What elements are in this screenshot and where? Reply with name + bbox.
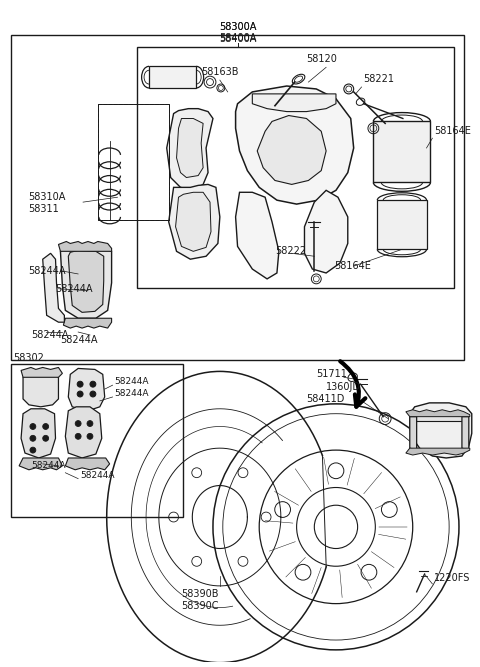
- Polygon shape: [43, 253, 64, 322]
- Circle shape: [43, 436, 48, 442]
- Circle shape: [90, 391, 96, 397]
- Text: 58390C: 58390C: [181, 600, 219, 610]
- Bar: [11, 35, 464, 360]
- Text: 58244A: 58244A: [31, 462, 65, 470]
- Circle shape: [75, 434, 81, 440]
- Text: 58244A: 58244A: [28, 266, 65, 276]
- Polygon shape: [23, 372, 59, 407]
- Text: 58221: 58221: [363, 74, 395, 84]
- Circle shape: [87, 434, 93, 440]
- Polygon shape: [410, 417, 417, 450]
- Bar: [373, 121, 431, 183]
- Circle shape: [77, 382, 83, 387]
- Circle shape: [75, 421, 81, 426]
- Text: 58164E: 58164E: [434, 126, 471, 136]
- Bar: [137, 47, 454, 287]
- Text: 58311: 58311: [28, 204, 59, 214]
- Polygon shape: [68, 250, 104, 312]
- Text: 58120: 58120: [306, 55, 337, 65]
- Text: 58163B: 58163B: [201, 67, 239, 77]
- Polygon shape: [406, 410, 470, 417]
- Circle shape: [87, 421, 93, 426]
- Polygon shape: [19, 458, 62, 470]
- Circle shape: [77, 391, 83, 397]
- Polygon shape: [177, 119, 203, 177]
- Text: 58244A: 58244A: [60, 335, 98, 345]
- Polygon shape: [60, 245, 112, 318]
- Polygon shape: [406, 448, 470, 455]
- Text: 58164E: 58164E: [334, 261, 371, 271]
- Polygon shape: [415, 414, 466, 421]
- Bar: [11, 364, 183, 517]
- Text: 1360JD: 1360JD: [326, 382, 361, 392]
- Polygon shape: [168, 184, 220, 259]
- Circle shape: [90, 382, 96, 387]
- Text: 58244A: 58244A: [31, 330, 69, 340]
- Polygon shape: [167, 109, 213, 190]
- Polygon shape: [176, 192, 211, 251]
- Text: 58244A: 58244A: [115, 389, 149, 398]
- Circle shape: [43, 424, 48, 430]
- Polygon shape: [21, 368, 62, 378]
- Polygon shape: [65, 458, 109, 470]
- Text: 51711: 51711: [316, 370, 347, 380]
- Text: 58400A: 58400A: [219, 34, 256, 44]
- Text: 58400A: 58400A: [219, 33, 256, 43]
- Bar: [149, 66, 196, 88]
- Polygon shape: [257, 115, 326, 184]
- Polygon shape: [410, 403, 472, 458]
- Polygon shape: [304, 190, 348, 273]
- Text: 1220FS: 1220FS: [434, 573, 471, 583]
- Text: 58411D: 58411D: [306, 394, 345, 404]
- Polygon shape: [236, 192, 279, 279]
- Polygon shape: [68, 368, 105, 411]
- Polygon shape: [462, 417, 469, 450]
- Text: 58300A: 58300A: [219, 22, 256, 32]
- Circle shape: [30, 447, 36, 453]
- Polygon shape: [65, 407, 102, 458]
- Polygon shape: [21, 409, 56, 458]
- Text: 58244A: 58244A: [115, 377, 149, 386]
- Text: 58222: 58222: [275, 246, 306, 256]
- Text: 58302: 58302: [13, 353, 44, 363]
- Polygon shape: [59, 241, 112, 251]
- Bar: [98, 104, 168, 220]
- Text: 58300A: 58300A: [219, 22, 256, 32]
- Bar: [377, 200, 427, 249]
- Circle shape: [30, 436, 36, 442]
- Text: 58244A: 58244A: [80, 471, 115, 480]
- Text: 58244A: 58244A: [56, 283, 93, 293]
- Text: 58310A: 58310A: [28, 192, 65, 202]
- Polygon shape: [236, 86, 354, 204]
- Circle shape: [30, 424, 36, 430]
- Text: 58390B: 58390B: [181, 589, 219, 599]
- Polygon shape: [252, 94, 336, 111]
- Polygon shape: [63, 318, 112, 328]
